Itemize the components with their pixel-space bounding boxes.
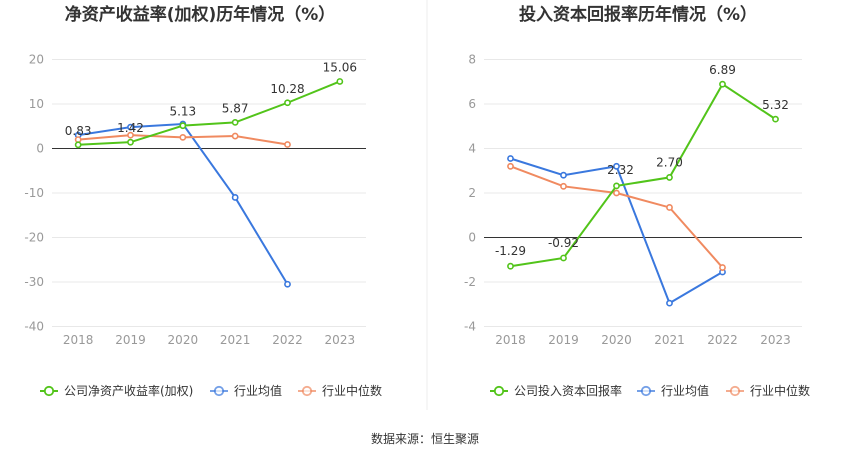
legend-marker-dot [43, 385, 55, 397]
data-point-1 [284, 99, 291, 107]
chart-title-1: 净资产收益率(加权)历年情况（%） [65, 4, 336, 25]
series-line-1 [510, 82, 777, 268]
data-label: 6.89 [709, 63, 736, 77]
y-tick-label: -40 [24, 320, 44, 334]
data-label: 2.32 [607, 163, 634, 177]
data-point-2 [666, 299, 673, 307]
data-point-3 [231, 132, 239, 140]
y-tick-label: -4 [464, 320, 476, 334]
data-point-2 [560, 171, 567, 179]
data-point-1 [336, 78, 344, 85]
data-point-1 [507, 262, 514, 270]
legend-label-2: 行业均值 [234, 383, 282, 398]
x-tick-label: 2023 [325, 333, 356, 347]
data-point-3 [507, 162, 514, 170]
legend-label-2: 行业均值 [661, 383, 709, 398]
data-point-3 [179, 133, 187, 141]
data-point-2 [127, 123, 134, 131]
y-tick-label: -30 [24, 275, 44, 289]
x-tick-label: 2021 [220, 333, 251, 347]
y-tick-label: 8 [468, 53, 476, 67]
legend-marker-dot [729, 385, 741, 397]
legend-marker-dot [493, 385, 505, 397]
x-tick-label: 2020 [601, 333, 632, 347]
legend-label-1: 公司投入资本回报率 [514, 383, 622, 398]
data-point-1 [719, 80, 726, 88]
data-point-1 [231, 118, 239, 126]
data-point-1 [666, 174, 673, 181]
data-label: 5.87 [222, 101, 249, 115]
chart-title-2: 投入资本回报率历年情况（%） [519, 4, 757, 25]
data-point-3 [719, 264, 726, 271]
data-label: 0.83 [65, 124, 92, 138]
data-point-3 [284, 141, 291, 148]
data-source-note: 数据来源：恒生聚源 [371, 431, 479, 446]
legend-label-3: 行业中位数 [322, 383, 382, 398]
x-tick-label: 2018 [63, 333, 94, 347]
data-label: 5.32 [762, 98, 789, 112]
legend-label-1: 公司净资产收益率(加权) [64, 383, 193, 398]
data-label: 15.06 [323, 60, 357, 74]
data-point-1 [179, 122, 187, 130]
x-tick-label: 2023 [760, 333, 791, 347]
x-tick-label: 2018 [495, 333, 526, 347]
y-tick-label: 2 [468, 186, 476, 200]
y-tick-label: 0 [468, 231, 476, 245]
data-point-3 [127, 131, 134, 139]
y-tick-label: 6 [468, 97, 476, 111]
data-point-1 [560, 254, 567, 262]
legend-label-3: 行业中位数 [750, 383, 810, 398]
data-point-2 [231, 194, 239, 201]
legend-marker-dot [301, 385, 313, 397]
data-point-2 [613, 162, 620, 170]
data-point-3 [560, 182, 567, 190]
y-tick-label: -20 [24, 231, 44, 245]
data-point-3 [613, 189, 620, 197]
data-label: -0.92 [548, 236, 579, 250]
x-tick-label: 2022 [272, 333, 303, 347]
data-label: 2.70 [656, 155, 683, 169]
x-tick-label: 2022 [707, 333, 738, 347]
y-tick-label: 0 [36, 142, 44, 156]
data-label: 10.28 [270, 82, 304, 96]
series-line-1 [78, 80, 341, 146]
x-tick-label: 2019 [548, 333, 579, 347]
y-tick-label: -10 [24, 186, 44, 200]
data-label: 1.42 [117, 121, 144, 135]
data-point-1 [127, 138, 134, 146]
legend-marker-dot [640, 385, 652, 397]
series-line-3 [510, 165, 724, 269]
y-tick-label: 4 [468, 142, 476, 156]
x-tick-label: 2020 [168, 333, 199, 347]
legend-marker-dot [213, 385, 225, 397]
data-point-2 [284, 280, 291, 288]
y-tick-label: 10 [29, 97, 44, 111]
data-point-3 [666, 204, 673, 211]
x-tick-label: 2019 [115, 333, 146, 347]
y-tick-label: -2 [464, 275, 476, 289]
data-point-1 [613, 182, 620, 190]
data-point-2 [507, 155, 514, 162]
data-label: 5.13 [169, 105, 196, 119]
y-tick-label: 20 [29, 53, 44, 67]
data-point-1 [74, 141, 82, 149]
data-label: -1.29 [495, 244, 526, 258]
x-tick-label: 2021 [654, 333, 685, 347]
data-point-1 [772, 115, 779, 123]
